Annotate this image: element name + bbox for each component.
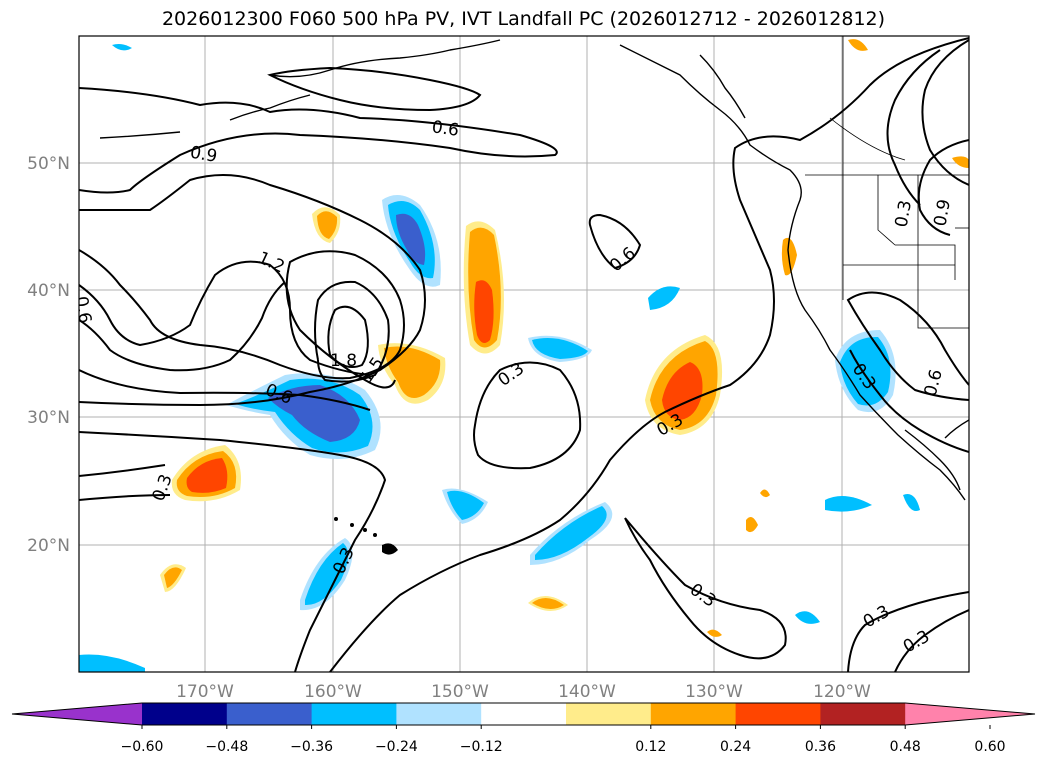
contour-label: 0.9: [930, 198, 954, 228]
positive-anomaly-blob: [384, 346, 441, 399]
negative-anomaly-blob: [268, 385, 360, 442]
pv-anomaly-fills: [79, 39, 969, 672]
longitude-labels: 170°W 160°W 150°W 140°W 130°W 120°W: [176, 682, 871, 702]
pv-contours: [79, 37, 969, 672]
negative-anomaly-blob: [535, 506, 607, 560]
gridlines: [79, 36, 969, 672]
negative-anomaly-blob: [396, 213, 426, 265]
colorbar-segment: [481, 703, 567, 725]
latitude-labels: 50°N 40°N 30°N 20°N: [27, 154, 70, 556]
contour-label: 0.3: [149, 472, 177, 504]
colorbar-segment: [820, 703, 906, 725]
colorbar-tick-label: 0.12: [635, 739, 666, 755]
lon-label: 120°W: [813, 682, 871, 702]
colorbar-tick-label: −0.12: [460, 739, 503, 755]
positive-anomaly-blob: [186, 458, 228, 493]
colorbar-tick-label: 0.60: [974, 739, 1005, 755]
negative-anomaly-blob: [305, 543, 349, 606]
contour-label: 0.6: [71, 295, 95, 325]
positive-anomaly-blob: [746, 516, 758, 533]
contour-label: 0.9: [188, 143, 218, 167]
contour-labels: 0.6 0.9 1.2 1.5 1.8 0.6 0.3 0.3 0.6 0.3 …: [71, 117, 955, 658]
map-title: 2026012300 F060 500 hPa PV, IVT Landfall…: [161, 8, 886, 30]
positive-anomaly-blob: [952, 156, 969, 168]
colorbar-extend-low: [12, 703, 142, 725]
contour-label: 0.6: [431, 117, 461, 141]
colorbar-tick-label: −0.60: [121, 739, 164, 755]
positive-anomaly-blob: [760, 489, 770, 498]
lat-label: 50°N: [27, 154, 70, 174]
positive-anomaly-blob: [164, 567, 182, 588]
colorbar-tick-label: 0.48: [890, 739, 921, 755]
colorbar-segment: [311, 703, 397, 725]
lon-label: 140°W: [558, 682, 616, 702]
lon-label: 170°W: [176, 682, 234, 702]
map-panel: 0.6 0.9 1.2 1.5 1.8 0.6 0.3 0.3 0.6 0.3 …: [71, 36, 969, 672]
positive-anomaly-blob: [662, 362, 703, 420]
colorbar-tick-label: 0.36: [805, 739, 836, 755]
lat-label: 40°N: [27, 281, 70, 301]
hawaii-islands: [334, 517, 398, 555]
colorbar-extend-high: [905, 703, 1035, 725]
colorbar-segment: [566, 703, 652, 725]
lon-label: 150°W: [431, 682, 489, 702]
colorbar-tick-label: −0.48: [205, 739, 248, 755]
contour-label: 0.6: [921, 367, 947, 398]
colorbar-tick-label: −0.24: [375, 739, 418, 755]
colorbar-segment: [142, 703, 228, 725]
positive-anomaly-blob: [474, 280, 494, 344]
coastlines: [99, 39, 969, 501]
lon-label: 130°W: [685, 682, 743, 702]
colorbar: −0.60 −0.48 −0.36 −0.24 −0.12 0.12 0.24 0.36 0.4…: [11, 702, 1036, 755]
colorbar-segment: [226, 703, 313, 725]
negative-anomaly-blob: [795, 611, 820, 624]
contour-label: 0.3: [900, 627, 933, 658]
positive-anomaly-blob: [707, 629, 722, 637]
colorbar-tick-label: 0.24: [720, 739, 751, 755]
borders: [805, 36, 969, 329]
positive-anomaly-blob: [317, 211, 338, 239]
positive-anomaly-blob: [532, 597, 564, 610]
lat-label: 20°N: [27, 536, 70, 556]
negative-anomaly-blob: [648, 286, 680, 310]
negative-anomaly-blob: [532, 338, 588, 359]
contour-label: 0.3: [892, 199, 916, 229]
contour-label: 1.2: [255, 248, 288, 278]
colorbar-tick-label: −0.36: [290, 739, 333, 755]
negative-anomaly-blob: [112, 44, 132, 51]
colorbar-segment: [735, 703, 821, 725]
positive-anomaly-blob: [848, 39, 868, 51]
colorbar-segment: [650, 703, 737, 725]
contour-label: 0.3: [860, 602, 893, 633]
contour-label: 1.8: [330, 351, 357, 371]
colorbar-segment: [396, 703, 482, 725]
lat-label: 30°N: [27, 408, 70, 428]
negative-anomaly-blob: [825, 496, 872, 512]
map-frame: [78, 35, 970, 673]
negative-anomaly-blob: [903, 494, 920, 511]
contour-label: 0.6: [606, 243, 640, 276]
lon-label: 160°W: [304, 682, 362, 702]
negative-anomaly-blob: [447, 490, 484, 520]
negative-anomaly-blob: [79, 654, 145, 672]
